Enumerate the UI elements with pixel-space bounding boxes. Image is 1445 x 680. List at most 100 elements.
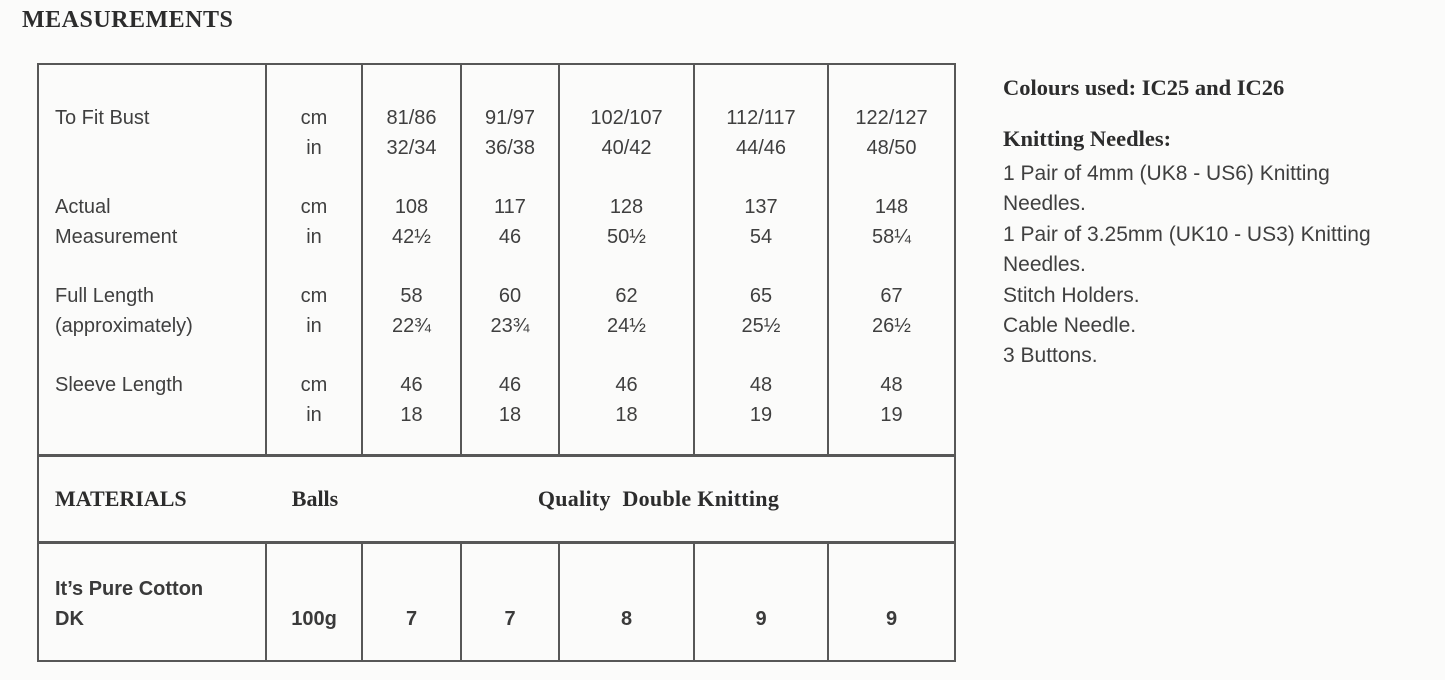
value-cell: 137 54 [695, 192, 827, 252]
unit-cm: cm [300, 196, 328, 218]
materials-heading: MATERIALS [55, 486, 187, 511]
measure-label-line: Measurement [55, 226, 178, 248]
value-in: 46 [498, 226, 522, 248]
colours-used-heading: Colours used: IC25 and IC26 [1003, 75, 1285, 100]
value-cell: 148 58¼ [829, 192, 954, 252]
yarn-name-line: DK [55, 608, 84, 630]
value-in: 19 [749, 404, 773, 426]
unit-cm: cm [300, 107, 328, 129]
value-cm: 62 [615, 285, 638, 307]
value-cm: 102/107 [590, 107, 663, 129]
value-in: 18 [498, 404, 522, 426]
measure-label-line: Sleeve Length [55, 374, 183, 396]
column-size-5: 122/127 48/50 148 58¼ 67 26½ 48 19 [829, 65, 954, 454]
value-cell: 60 23¾ [462, 281, 558, 341]
value-in: 40/42 [601, 137, 652, 159]
value-in: 44/46 [735, 137, 787, 159]
yarn-name: It’s Pure Cotton DK [39, 544, 267, 660]
value-cell: 48 19 [695, 370, 827, 430]
value-cell: 128 50½ [560, 192, 693, 252]
value-in: 22¾ [392, 315, 431, 337]
unit-cm: cm [300, 374, 328, 396]
value-cm: 60 [498, 285, 522, 307]
unit-cell: cm in [267, 281, 361, 341]
measure-label: Actual Measurement [39, 192, 265, 252]
value-cell: 117 46 [462, 192, 558, 252]
value-in: 19 [880, 404, 903, 426]
column-measure-labels: To Fit Bust Actual Measurement Full Leng… [39, 65, 267, 454]
measure-label-line: Full Length [55, 285, 154, 307]
column-size-2: 91/97 36/38 117 46 60 23¾ 46 18 [462, 65, 560, 454]
measure-label-line: To Fit Bust [55, 107, 150, 129]
quality-heading: Quality Double Knitting [537, 486, 780, 511]
value-cm: 65 [749, 285, 773, 307]
value-cm: 148 [874, 196, 909, 218]
value-in: 25½ [741, 315, 781, 337]
value-cm: 108 [394, 196, 429, 218]
unit-cell: cm in [267, 192, 361, 252]
needles-list-line: 1 Pair of 3.25mm (UK10 - US3) Knitting [1003, 222, 1371, 246]
unit-in: in [306, 404, 322, 426]
needles-list-line: Needles. [1003, 253, 1086, 277]
measure-label-line: (approximately) [55, 315, 193, 337]
value-cell: 58 22¾ [363, 281, 460, 341]
value-in: 48/50 [866, 137, 917, 159]
value-cm: 67 [880, 285, 903, 307]
value-cell: 46 18 [462, 370, 558, 430]
yarn-weight: 100g [267, 544, 363, 660]
value-cell: 46 18 [560, 370, 693, 430]
measurements-table: To Fit Bust Actual Measurement Full Leng… [37, 63, 956, 662]
value-cm: 112/117 [726, 107, 796, 129]
unit-in: in [306, 137, 322, 159]
value-cell: 48 19 [829, 370, 954, 430]
value-in: 18 [615, 404, 638, 426]
column-size-3: 102/107 40/42 128 50½ 62 24½ 46 18 [560, 65, 695, 454]
value-cm: 128 [609, 196, 644, 218]
balls-count: 9 [885, 608, 898, 630]
unit-in: in [306, 226, 322, 248]
value-cm: 46 [400, 374, 423, 396]
value-cm: 46 [498, 374, 522, 396]
measure-label: To Fit Bust [39, 103, 265, 163]
value-in: 58¼ [872, 226, 911, 248]
value-in: 50½ [607, 226, 646, 248]
column-size-4: 112/117 44/46 137 54 65 25½ 48 19 [695, 65, 829, 454]
needles-list-line: 3 Buttons. [1003, 344, 1098, 368]
value-cell: 46 18 [363, 370, 460, 430]
value-cell: 81/86 32/34 [363, 103, 460, 163]
value-in: 18 [400, 404, 423, 426]
unit-cm: cm [300, 285, 328, 307]
value-cell: 91/97 36/38 [462, 103, 558, 163]
needles-list-line: Stitch Holders. [1003, 283, 1140, 307]
page-title: MEASUREMENTS [22, 7, 234, 33]
value-cell: 102/107 40/42 [560, 103, 693, 163]
value-cell: 122/127 48/50 [829, 103, 954, 163]
value-in: 24½ [607, 315, 646, 337]
value-in: 26½ [872, 315, 911, 337]
value-cell: 112/117 44/46 [695, 103, 827, 163]
value-in: 54 [749, 226, 773, 248]
value-cell: 67 26½ [829, 281, 954, 341]
value-cell: 65 25½ [695, 281, 827, 341]
value-cell: 62 24½ [560, 281, 693, 341]
needles-list-line: 1 Pair of 4mm (UK8 - US6) Knitting [1003, 162, 1330, 185]
value-cm: 81/86 [386, 107, 437, 129]
materials-band: MATERIALS Balls Quality Double Knitting [39, 454, 954, 544]
side-panel: Colours used: IC25 and IC26 Knitting Nee… [1003, 73, 1445, 372]
balls-heading: Balls [291, 486, 339, 511]
balls-count: 8 [560, 544, 695, 660]
value-cm: 122/127 [855, 107, 928, 129]
value-cm: 58 [400, 285, 423, 307]
value-in: 36/38 [484, 137, 536, 159]
measure-label-line: Actual [55, 196, 111, 218]
value-cm: 48 [880, 374, 903, 396]
unit-in: in [306, 315, 322, 337]
balls-count: 7 [363, 544, 462, 660]
measure-label: Full Length (approximately) [39, 281, 265, 341]
value-in: 23¾ [490, 315, 530, 337]
value-in: 42½ [392, 226, 431, 248]
value-cell: 108 42½ [363, 192, 460, 252]
column-size-1: 81/86 32/34 108 42½ 58 22¾ 46 18 [363, 65, 462, 454]
column-units: cm in cm in cm in cm in [267, 65, 363, 454]
value-cm: 117 [494, 196, 526, 218]
